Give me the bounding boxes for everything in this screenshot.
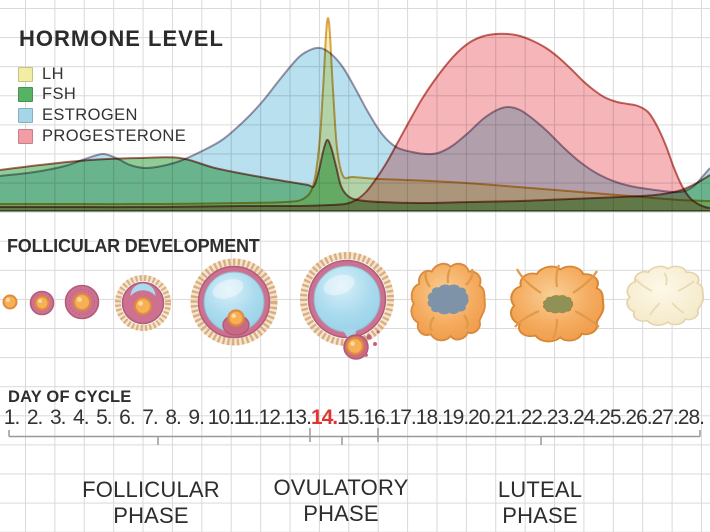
phase-line2: PHASE bbox=[303, 501, 379, 526]
day-number: 10. bbox=[207, 406, 235, 429]
follicle-secondary-illustration bbox=[64, 284, 100, 320]
day-number: 17. bbox=[389, 406, 417, 429]
day-number: 12. bbox=[258, 406, 286, 429]
legend-label: FSH bbox=[42, 85, 77, 104]
day-of-cycle-title: DAY OF CYCLE bbox=[8, 388, 132, 406]
corpus-luteum-mature-illustration bbox=[509, 264, 605, 343]
corpus-luteum-early-illustration bbox=[410, 262, 486, 342]
follicle-mature-ovulation-illustration bbox=[300, 252, 394, 360]
phase-line1: FOLLICULAR bbox=[82, 477, 220, 502]
legend-swatch bbox=[18, 87, 33, 103]
day-number: 9. bbox=[188, 406, 205, 429]
day-number: 24. bbox=[572, 406, 600, 429]
phase-line1: OVULATORY bbox=[273, 475, 409, 500]
day-number: 11. bbox=[233, 406, 260, 429]
day-number: 22. bbox=[520, 406, 548, 429]
phase-line1: LUTEAL bbox=[497, 477, 583, 502]
day-number: 27. bbox=[651, 406, 679, 429]
day-number: 8. bbox=[165, 406, 182, 429]
follicle-primary-illustration bbox=[29, 290, 55, 316]
legend-item: LH bbox=[18, 64, 186, 85]
day-number: 3. bbox=[49, 406, 67, 429]
follicle-early-antral-illustration bbox=[115, 275, 171, 331]
day-number: 28. bbox=[677, 406, 705, 429]
day-number: 4. bbox=[73, 406, 90, 429]
follicular-phase-label: FOLLICULAR PHASE bbox=[82, 477, 220, 529]
corpus-albicans-illustration bbox=[626, 265, 705, 327]
day-number: 6. bbox=[119, 406, 136, 429]
day-number: 18. bbox=[415, 406, 443, 429]
day-number: 16. bbox=[363, 406, 390, 429]
legend-label: PROGESTERONE bbox=[42, 126, 187, 145]
phase-line2: PHASE bbox=[502, 503, 578, 528]
follicle-antral-illustration bbox=[190, 258, 278, 346]
day-number: 23. bbox=[546, 406, 574, 429]
day-number: 13. bbox=[284, 406, 312, 429]
legend-item: ESTROGEN bbox=[18, 105, 186, 126]
day-number: 14. bbox=[310, 406, 338, 429]
day-number: 21. bbox=[494, 406, 521, 429]
day-number: 26. bbox=[625, 406, 652, 429]
phase-line2: PHASE bbox=[113, 503, 189, 528]
day-number: 2. bbox=[26, 406, 44, 429]
legend-label: ESTROGEN bbox=[42, 105, 138, 124]
follicle-primordial-illustration bbox=[2, 294, 18, 310]
luteal-phase-label: LUTEAL PHASE bbox=[498, 477, 582, 529]
day-numbers-row: 1. 2. 3. 4. 5. 6. 7. 8. 9. 10. 11. 12. 13. 14. 15. 16. 1… bbox=[0, 406, 705, 430]
day-number: 15. bbox=[337, 406, 364, 429]
legend-swatch bbox=[18, 128, 33, 144]
legend-swatch bbox=[18, 66, 33, 82]
day-number: 7. bbox=[142, 406, 159, 429]
legend-label: LH bbox=[42, 64, 64, 83]
day-number: 5. bbox=[96, 406, 113, 429]
hormone-legend: LH FSH ESTROGEN PROGESTERONE bbox=[18, 64, 186, 146]
legend-item: FSH bbox=[18, 85, 186, 106]
legend-swatch bbox=[18, 107, 33, 123]
day-number: 25. bbox=[599, 406, 626, 429]
hormone-level-title: HORMONE LEVEL bbox=[19, 26, 224, 51]
ovulatory-phase-label: OVULATORY PHASE bbox=[273, 475, 408, 527]
follicular-development-illustrations bbox=[2, 252, 705, 360]
follicular-development-title: FOLLICULAR DEVELOPMENT bbox=[7, 236, 260, 256]
legend-item: PROGESTERONE bbox=[18, 126, 186, 147]
day-number: 20. bbox=[468, 406, 495, 429]
phase-bracket bbox=[8, 428, 701, 445]
hormone-level-chart bbox=[0, 16, 710, 212]
day-number: 1. bbox=[3, 406, 21, 429]
day-number: 19. bbox=[441, 406, 469, 429]
